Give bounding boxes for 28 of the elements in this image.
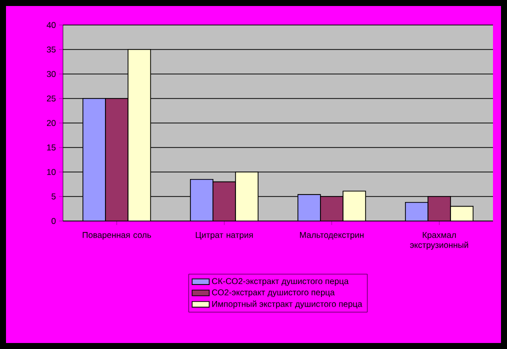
x-tick-label: Цитрат натрия (196, 232, 253, 240)
legend-label: СК-СО2-экстракт душистого перца (212, 278, 349, 286)
bar (320, 196, 344, 222)
y-tick-label: 5 (52, 194, 56, 200)
bar (128, 49, 152, 222)
y-tick-label: 0 (52, 218, 56, 224)
x-tick-label: Поваренная соль (82, 232, 152, 240)
y-tick-label: 40 (46, 22, 56, 28)
x-tick-label: Мальтодекстрин (300, 232, 364, 240)
y-tick-label: 20 (46, 120, 56, 126)
y-tick-label: 30 (46, 71, 56, 78)
y-tick-label: 10 (47, 169, 56, 176)
bar (404, 202, 428, 222)
bar (190, 178, 214, 222)
bar (105, 98, 128, 222)
bar (450, 206, 474, 222)
bar (428, 196, 451, 222)
bar (212, 181, 236, 222)
legend-label: Импортный экстракт душистого перца (212, 300, 362, 309)
bar (297, 194, 321, 222)
x-tick-label: Крахмал экструзионный (410, 232, 468, 250)
y-tick-label: 15 (47, 144, 56, 150)
y-tick-label: 25 (46, 96, 56, 102)
bar (235, 172, 259, 222)
bar (342, 190, 366, 222)
legend-label: СО2-экстракт душистого перца (212, 289, 335, 298)
bar (82, 98, 106, 222)
y-tick-label: 35 (46, 46, 56, 53)
